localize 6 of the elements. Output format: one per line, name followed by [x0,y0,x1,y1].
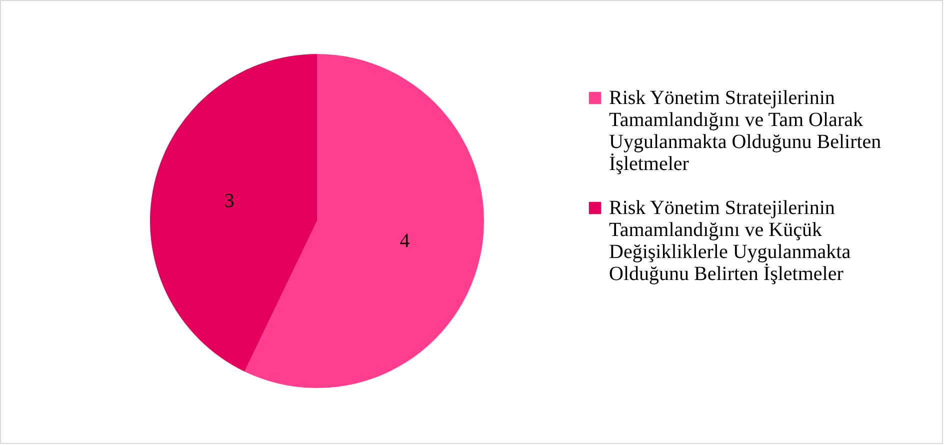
legend-label: Risk Yönetim Stratejilerinin Tamamlandığını ve Tam Olarak Uygulanmakta Olduğunu Belirten İşletmeler [609,87,882,175]
pie-slice [150,54,317,372]
data-label: 3 [224,190,234,212]
pie-slice [244,54,484,388]
data-label: 4 [400,230,410,252]
legend-label: Risk Yönetim Stratejilerinin Tamamlandığını ve Küçük Değişikliklerle Uygulanmakta Olduğunu Belirten İşletmeler [609,197,851,285]
